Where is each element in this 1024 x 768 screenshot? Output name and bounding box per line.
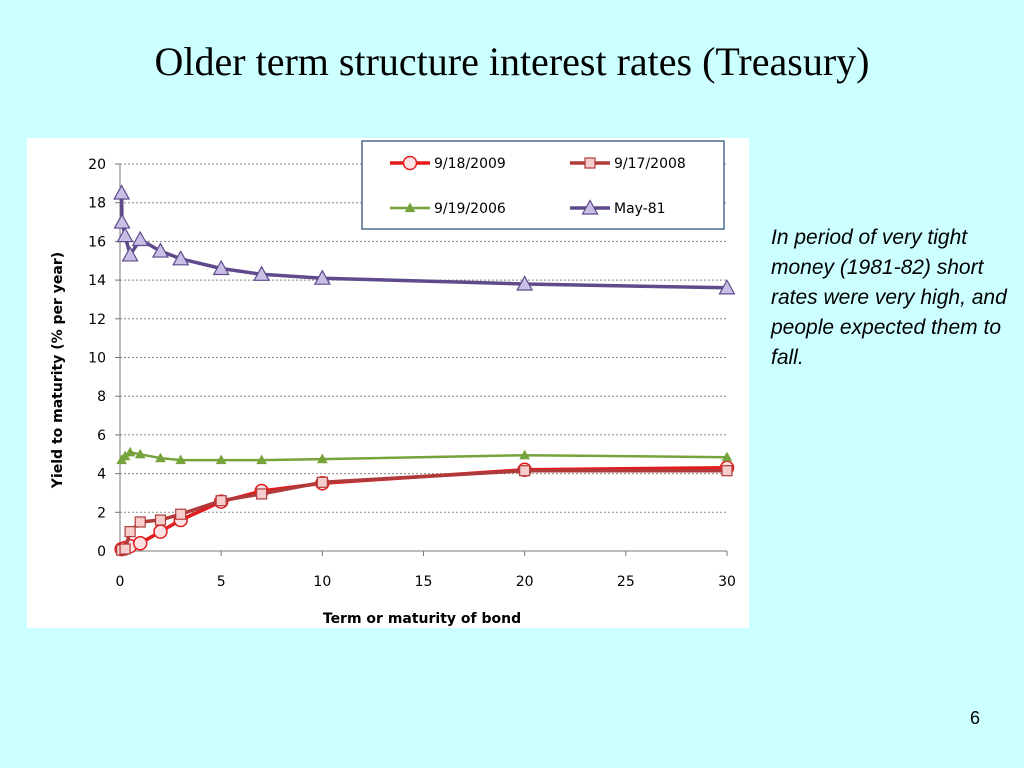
legend-swatch-marker xyxy=(404,202,416,213)
data-point xyxy=(175,454,187,465)
data-point xyxy=(132,536,148,551)
x-tick-label: 20 xyxy=(516,574,534,590)
data-point xyxy=(154,514,167,526)
data-point xyxy=(119,543,131,555)
legend-label: 9/19/2006 xyxy=(434,201,506,217)
data-point xyxy=(316,453,328,464)
data-point xyxy=(134,448,146,459)
data-point xyxy=(718,279,736,295)
series-group xyxy=(113,184,736,557)
y-tick-label: 20 xyxy=(88,157,106,173)
legend-item: 9/17/2008 xyxy=(570,156,686,172)
legend-label: 9/18/2009 xyxy=(434,156,506,172)
series-May-81 xyxy=(113,184,736,295)
data-point xyxy=(121,246,139,262)
axes: 0 2 4 6 8 10 12 14 16 18 20 0 5 10 15 20 25 30 xyxy=(88,157,736,590)
series-9/19/2006 xyxy=(116,446,733,465)
data-point xyxy=(113,184,131,200)
data-point xyxy=(153,524,168,539)
x-tick-label: 30 xyxy=(718,574,736,590)
legend-item: 9/18/2009 xyxy=(390,155,506,172)
data-point xyxy=(172,250,190,266)
y-tick-label: 12 xyxy=(88,312,106,328)
data-point xyxy=(721,451,733,462)
data-point xyxy=(113,213,131,229)
legend-swatch-marker xyxy=(584,157,596,169)
x-axis-label: Term or maturity of bond xyxy=(323,611,521,627)
series-line xyxy=(121,466,728,551)
data-point xyxy=(134,516,146,528)
legend-box xyxy=(361,140,725,230)
legend-item: May-81 xyxy=(570,199,666,217)
y-tick-label: 18 xyxy=(88,196,106,212)
legend-label: May-81 xyxy=(614,201,666,217)
y-axis-label: Yield to maturity (% per year) xyxy=(50,252,66,489)
grid-lines xyxy=(120,163,727,513)
data-point xyxy=(316,476,328,488)
data-point xyxy=(313,269,331,285)
slide-number: 6 xyxy=(969,708,980,728)
data-point xyxy=(721,465,733,477)
data-point xyxy=(519,449,531,460)
data-point xyxy=(116,226,134,243)
slide-title: Older term structure interest rates (Tre… xyxy=(154,39,870,84)
data-point xyxy=(151,242,169,258)
data-point xyxy=(253,265,271,281)
data-point xyxy=(256,454,267,465)
data-point xyxy=(212,259,230,276)
y-tick-label: 8 xyxy=(97,389,106,405)
y-tick-label: 0 xyxy=(97,544,106,560)
data-point xyxy=(215,495,227,507)
legend-swatch-marker xyxy=(402,155,418,171)
data-point xyxy=(131,230,149,247)
annotation-note: In period of very tight money (1981-82) … xyxy=(771,226,1007,369)
y-tick-label: 2 xyxy=(97,505,106,521)
data-point xyxy=(124,446,136,457)
chart-panel: 0 2 4 6 8 10 12 14 16 18 20 0 5 10 15 20 25 30 9/18/2009 9… xyxy=(27,138,749,628)
legend-label: 9/17/2008 xyxy=(614,156,686,172)
series-line xyxy=(121,468,727,552)
series-line xyxy=(120,451,728,462)
series-9/17/2008 xyxy=(116,465,733,556)
y-tick-label: 16 xyxy=(88,234,106,250)
data-point xyxy=(256,488,268,500)
x-tick-label: 10 xyxy=(313,574,331,590)
data-point xyxy=(175,508,187,520)
data-point xyxy=(215,454,227,465)
legend-swatch-marker xyxy=(581,199,599,215)
x-tick-label: 0 xyxy=(116,574,125,590)
x-tick-label: 15 xyxy=(415,574,433,590)
x-tick-label: 25 xyxy=(617,574,635,590)
data-point xyxy=(516,275,534,291)
y-tick-label: 10 xyxy=(88,351,106,367)
legend-item: 9/19/2006 xyxy=(390,201,506,217)
data-point xyxy=(519,465,531,477)
data-point xyxy=(155,452,166,463)
data-point xyxy=(124,526,136,538)
y-tick-label: 4 xyxy=(97,467,106,483)
y-tick-label: 14 xyxy=(88,273,106,289)
y-tick-label: 6 xyxy=(97,428,106,444)
legend: 9/18/2009 9/17/2008 9/19/2006 May-81 xyxy=(361,140,725,230)
x-tick-label: 5 xyxy=(217,574,226,590)
